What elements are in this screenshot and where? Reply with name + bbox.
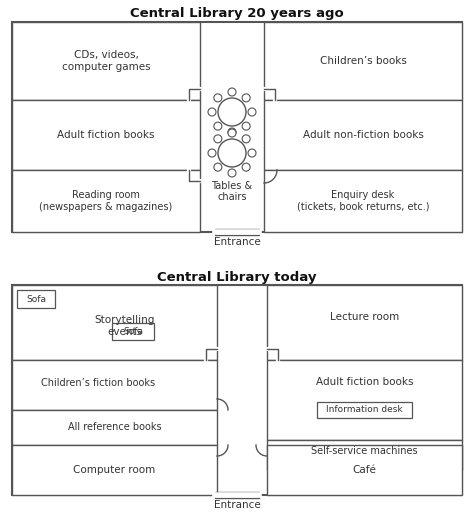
Text: Children’s fiction books: Children’s fiction books	[41, 377, 155, 388]
Text: Information desk: Information desk	[326, 405, 403, 414]
Text: Entrance: Entrance	[214, 500, 260, 510]
Circle shape	[214, 135, 222, 143]
Bar	[264, 100, 462, 170]
Text: Computer room: Computer room	[73, 465, 155, 475]
Text: Entrance: Entrance	[214, 237, 260, 247]
Bar	[267, 285, 462, 360]
Circle shape	[214, 94, 222, 102]
Circle shape	[208, 149, 216, 157]
Circle shape	[228, 169, 236, 177]
Text: CDs, videos,
computer games: CDs, videos, computer games	[62, 50, 150, 72]
Bar	[363, 459, 391, 468]
Circle shape	[218, 98, 246, 126]
Bar	[112, 323, 154, 340]
Bar	[317, 401, 412, 418]
Bar	[12, 410, 217, 445]
Text: Central Library today: Central Library today	[157, 270, 317, 284]
Bar	[215, 229, 259, 235]
Text: Children’s books: Children’s books	[319, 56, 406, 66]
Circle shape	[248, 108, 256, 116]
Text: All reference books: All reference books	[68, 422, 161, 433]
Bar	[215, 492, 259, 498]
Circle shape	[228, 128, 236, 136]
Bar	[325, 459, 353, 468]
Bar	[287, 459, 315, 468]
Circle shape	[228, 88, 236, 96]
Bar	[264, 22, 462, 100]
Bar	[12, 445, 217, 495]
Text: Enquiry desk
(tickets, book returns, etc.): Enquiry desk (tickets, book returns, etc…	[297, 190, 429, 212]
Bar	[264, 170, 462, 232]
Bar	[12, 22, 200, 100]
Bar	[12, 170, 200, 232]
Text: Lecture room: Lecture room	[330, 311, 399, 322]
Text: Adult fiction books: Adult fiction books	[57, 130, 155, 140]
Bar	[12, 100, 200, 170]
Text: Sofa: Sofa	[123, 327, 143, 336]
Bar	[267, 360, 462, 440]
Circle shape	[228, 129, 236, 137]
Circle shape	[242, 94, 250, 102]
Circle shape	[208, 108, 216, 116]
Circle shape	[242, 135, 250, 143]
Text: Central Library 20 years ago: Central Library 20 years ago	[130, 8, 344, 20]
Text: Café: Café	[353, 465, 376, 475]
Bar	[12, 285, 462, 495]
Bar	[267, 445, 462, 495]
Bar	[12, 360, 217, 410]
Circle shape	[248, 149, 256, 157]
Circle shape	[214, 163, 222, 171]
Text: Self-service machines: Self-service machines	[311, 445, 418, 456]
Text: Adult fiction books: Adult fiction books	[316, 377, 413, 388]
Text: Sofa: Sofa	[26, 294, 46, 304]
Circle shape	[218, 139, 246, 167]
Text: Reading room
(newspapers & magazines): Reading room (newspapers & magazines)	[39, 190, 173, 212]
Text: Tables &
chairs: Tables & chairs	[211, 181, 253, 203]
Bar	[12, 285, 217, 360]
Bar	[267, 440, 462, 470]
Bar	[12, 22, 462, 232]
Text: Adult non-fiction books: Adult non-fiction books	[302, 130, 423, 140]
Text: Storytelling
events: Storytelling events	[94, 315, 155, 337]
Circle shape	[242, 122, 250, 130]
Circle shape	[214, 122, 222, 130]
Bar	[17, 290, 55, 308]
Circle shape	[242, 163, 250, 171]
